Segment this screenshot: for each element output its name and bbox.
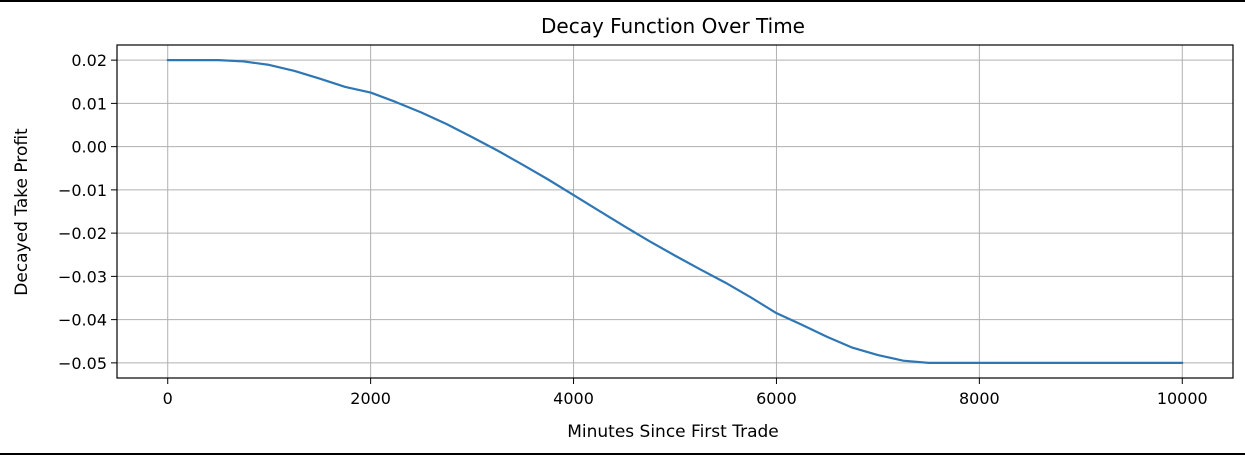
x-tick-label: 8000: [959, 389, 1000, 408]
top-border: [0, 0, 1245, 2]
y-tick-label: 0.02: [71, 51, 107, 70]
y-tick-label: −0.02: [58, 224, 107, 243]
x-ticks: 0 2000 4000 6000 8000 10000: [163, 378, 1208, 408]
y-tick-label: 0.01: [71, 94, 107, 113]
x-tick-label: 0: [163, 389, 173, 408]
series-group: [166, 59, 1184, 364]
y-tick-label: −0.03: [58, 267, 107, 286]
y-tick-label: −0.01: [58, 181, 107, 200]
series-line: [166, 59, 1184, 364]
y-tick-label: −0.05: [58, 354, 107, 373]
bottom-border: [0, 453, 1245, 455]
plot-frame: [116, 44, 1234, 379]
chart-title: Decay Function Over Time: [541, 14, 805, 38]
grid-lines: [117, 45, 1233, 378]
x-tick-label: 6000: [756, 389, 797, 408]
y-ticks: 0.02 0.01 0.00 −0.01 −0.02 −0.03 −0.04 −0.05: [58, 51, 117, 373]
x-tick-label: 4000: [553, 389, 594, 408]
y-tick-label: −0.04: [58, 311, 107, 330]
y-axis-label: Decayed Take Profit: [12, 128, 32, 296]
y-tick-label: 0.00: [71, 138, 107, 157]
x-axis-label: Minutes Since First Trade: [567, 422, 779, 442]
x-tick-label: 10000: [1157, 389, 1208, 408]
x-tick-label: 2000: [350, 389, 391, 408]
